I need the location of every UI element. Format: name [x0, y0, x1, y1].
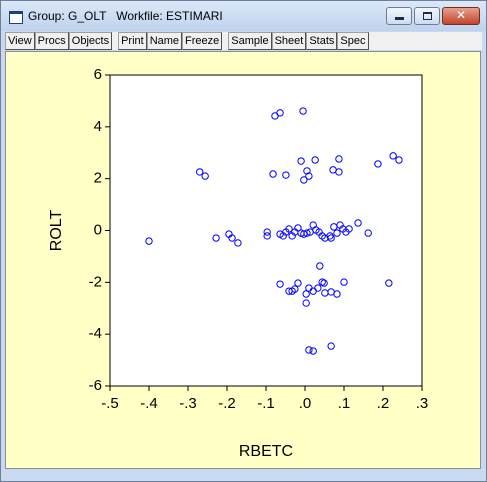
- toolbar-button[interactable]: Objects: [68, 32, 113, 50]
- point: [276, 109, 284, 117]
- x-tick-label: -.3: [179, 395, 197, 412]
- point: [305, 172, 313, 180]
- x-axis-title: RBETC: [239, 443, 293, 460]
- x-tick-label: -.4: [140, 395, 158, 412]
- toolbar-button[interactable]: Spec: [337, 32, 369, 50]
- point: [354, 219, 362, 227]
- point: [263, 232, 271, 240]
- point: [311, 156, 319, 164]
- point: [263, 228, 271, 236]
- x-tick-label: -.1: [257, 395, 275, 412]
- point: [212, 234, 220, 242]
- title-bar: Group: G_OLT Workfile: ESTIMARI: [1, 1, 486, 31]
- close-button[interactable]: [442, 7, 480, 25]
- minimize-button[interactable]: [386, 7, 412, 25]
- point: [374, 160, 382, 168]
- point: [294, 279, 302, 287]
- toolbar-button[interactable]: Print: [118, 32, 147, 50]
- x-tick-label: -.5: [101, 395, 119, 412]
- x-tick-label: -.2: [218, 395, 236, 412]
- point: [333, 229, 341, 237]
- point: [305, 346, 313, 354]
- x-tick-label: .1: [338, 395, 351, 412]
- point: [297, 157, 305, 165]
- point: [282, 171, 290, 179]
- point: [335, 168, 343, 176]
- point: [385, 279, 393, 287]
- point: [395, 156, 403, 164]
- window-icon: [9, 11, 23, 24]
- toolbar-button[interactable]: Sheet: [271, 32, 307, 50]
- x-tick-label: .2: [377, 395, 390, 412]
- point: [314, 284, 322, 292]
- point: [309, 347, 317, 355]
- point: [291, 228, 299, 236]
- toolbar-group: View Procs Objects: [5, 32, 113, 50]
- x-tick-label: .0: [299, 395, 312, 412]
- point: [302, 299, 310, 307]
- point: [335, 155, 343, 163]
- point: [145, 237, 153, 245]
- toolbar-button[interactable]: Freeze: [182, 32, 223, 50]
- toolbar-group: Print Name Freeze: [118, 32, 223, 50]
- y-tick-label: 6: [94, 66, 102, 83]
- point: [300, 176, 308, 184]
- point: [302, 290, 310, 298]
- point: [389, 152, 397, 160]
- point: [285, 225, 293, 233]
- point: [316, 262, 324, 270]
- point: [228, 234, 236, 242]
- point: [269, 170, 277, 178]
- toolbar-button[interactable]: Sample: [228, 32, 272, 50]
- toolbar-button[interactable]: View: [5, 32, 35, 50]
- point: [303, 229, 311, 237]
- point: [276, 280, 284, 288]
- point: [333, 290, 341, 298]
- y-tick-label: 0: [94, 221, 102, 238]
- y-axis-title: ROLT: [48, 210, 65, 252]
- point: [327, 234, 335, 242]
- y-tick-label: -6: [89, 377, 102, 394]
- y-tick-label: -4: [89, 325, 102, 342]
- point: [201, 172, 209, 180]
- maximize-button[interactable]: [414, 7, 440, 25]
- y-tick-label: 2: [94, 170, 102, 187]
- point: [234, 239, 242, 247]
- plot-area: [109, 74, 423, 387]
- point: [364, 229, 372, 237]
- x-tick-label: .3: [416, 395, 429, 412]
- toolbar-group: Sample Sheet Stats Spec: [228, 32, 369, 50]
- point: [291, 285, 299, 293]
- y-tick-label: -2: [89, 273, 102, 290]
- y-tick-label: 4: [94, 118, 102, 135]
- point: [303, 167, 311, 175]
- point: [279, 232, 287, 240]
- toolbar: View Procs Objects Print Name Freeze Sample She…: [5, 32, 482, 50]
- point: [299, 107, 307, 115]
- point: [327, 342, 335, 350]
- point: [320, 279, 328, 287]
- toolbar-button[interactable]: Name: [146, 32, 183, 50]
- chart: -6 -4 -2 0 2 4 6 -.5 -.4 -.3 -.2 -.1 .0 .1 .2 .3 RBETC RO…: [48, 66, 429, 460]
- toolbar-button[interactable]: Procs: [34, 32, 69, 50]
- toolbar-button[interactable]: Stats: [306, 32, 338, 50]
- point: [340, 278, 348, 286]
- point: [196, 168, 204, 176]
- window-title: Group: G_OLT Workfile: ESTIMARI: [28, 9, 223, 23]
- point: [345, 225, 353, 233]
